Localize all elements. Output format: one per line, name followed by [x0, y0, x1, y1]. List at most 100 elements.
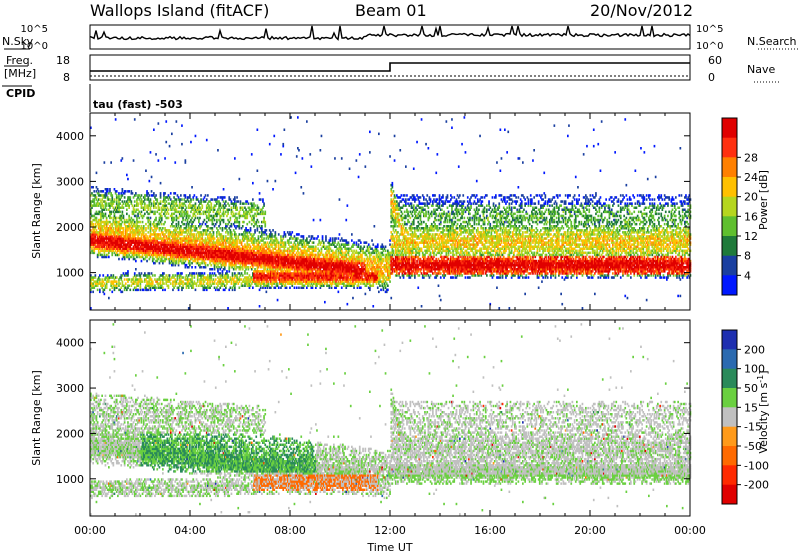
echo-cell [151, 257, 154, 261]
echo-cell [124, 249, 127, 253]
echo-cell [121, 188, 124, 191]
echo-cell [258, 251, 261, 255]
echo-cell [266, 247, 269, 250]
echo-cell [133, 233, 136, 236]
echo-cell [101, 278, 103, 281]
echo-cell [203, 218, 206, 222]
echo-cell [214, 245, 217, 248]
echo-cell [157, 251, 160, 255]
echo-cell [280, 274, 282, 277]
echo-cell [240, 243, 243, 246]
echo-cell [229, 278, 232, 281]
echo-cell [150, 190, 153, 193]
echo-cell [90, 220, 92, 224]
echo-cell [244, 251, 246, 255]
echo-cell [149, 225, 152, 228]
echo-cell [156, 239, 159, 242]
echo-cell [119, 241, 121, 244]
echo-cell [183, 198, 186, 201]
echo-cell [234, 247, 236, 250]
echo-cell [176, 204, 179, 207]
echo-cell [223, 288, 226, 292]
echo-cell [218, 266, 220, 269]
echo-cell [186, 266, 189, 269]
echo-cell [211, 198, 214, 201]
echo-cell [252, 253, 254, 257]
echo-cell [141, 206, 144, 209]
echo-cell [104, 235, 107, 238]
echo-cell [218, 255, 220, 259]
echo-cell [133, 222, 136, 226]
echo-cell [128, 237, 130, 240]
echo-cell [140, 237, 143, 240]
echo-cell [202, 255, 205, 259]
echo-cell [96, 255, 99, 259]
echo-cell [185, 255, 188, 259]
echo-cell [129, 233, 132, 236]
echo-cell [117, 196, 119, 199]
echo-cell [227, 251, 229, 255]
echo-cell [268, 263, 271, 267]
echo-cell [185, 257, 188, 261]
echo-cell [175, 249, 178, 253]
echo-cell [128, 200, 130, 203]
echo-cell [113, 188, 116, 191]
echo-cell [275, 272, 278, 275]
echo-cell [250, 261, 253, 265]
echo-cell [148, 212, 151, 216]
echo-cell [261, 257, 263, 261]
echo-cell [105, 235, 108, 238]
echo-cell [148, 274, 151, 277]
echo-cell [184, 208, 187, 211]
echo-cell [234, 259, 236, 263]
echo-cell [135, 194, 137, 197]
echo-cell [180, 249, 182, 253]
echo-cell [184, 227, 187, 230]
echo-cell [231, 245, 234, 248]
echo-cell [222, 208, 225, 211]
echo-cell [106, 249, 109, 253]
echo-cell [133, 208, 136, 211]
echo-cell [247, 266, 250, 269]
echo-cell [205, 245, 208, 248]
echo-cell [223, 212, 226, 216]
echo-cell [155, 233, 157, 236]
echo-cell [153, 247, 155, 250]
echo-cell [218, 218, 220, 222]
echo-cell [194, 259, 197, 263]
echo-cell [236, 251, 238, 255]
echo-cell [160, 216, 163, 220]
echo-cell [192, 253, 195, 257]
echo-cell [231, 274, 234, 277]
echo-cell [267, 243, 270, 246]
echo-cell [235, 257, 237, 261]
echo-cell [192, 204, 195, 207]
echo-cell [262, 212, 264, 216]
echo-cell [157, 241, 160, 244]
echo-cell [181, 202, 183, 205]
echo-cell [115, 190, 118, 193]
echo-cell [149, 235, 152, 238]
echo-cell [218, 251, 220, 255]
echo-cell [187, 286, 190, 289]
echo-cell [110, 210, 112, 214]
echo-cell [263, 263, 265, 267]
echo-cell [276, 282, 279, 285]
echo-cell [253, 237, 255, 240]
echo-cell [185, 231, 188, 234]
echo-cell [226, 249, 228, 253]
echo-cell [112, 249, 115, 253]
echo-cell [104, 222, 107, 226]
echo-cell [180, 278, 182, 281]
echo-cell [208, 255, 210, 259]
echo-cell [247, 253, 250, 257]
echo-cell [133, 231, 136, 234]
echo-cell [209, 278, 211, 281]
echo-cell [272, 188, 274, 191]
echo-cell [225, 261, 227, 265]
echo-cell [181, 249, 183, 253]
echo-cell [252, 198, 254, 201]
echo-cell [128, 227, 130, 230]
echo-cell [113, 233, 116, 236]
echo-cell [104, 233, 107, 236]
